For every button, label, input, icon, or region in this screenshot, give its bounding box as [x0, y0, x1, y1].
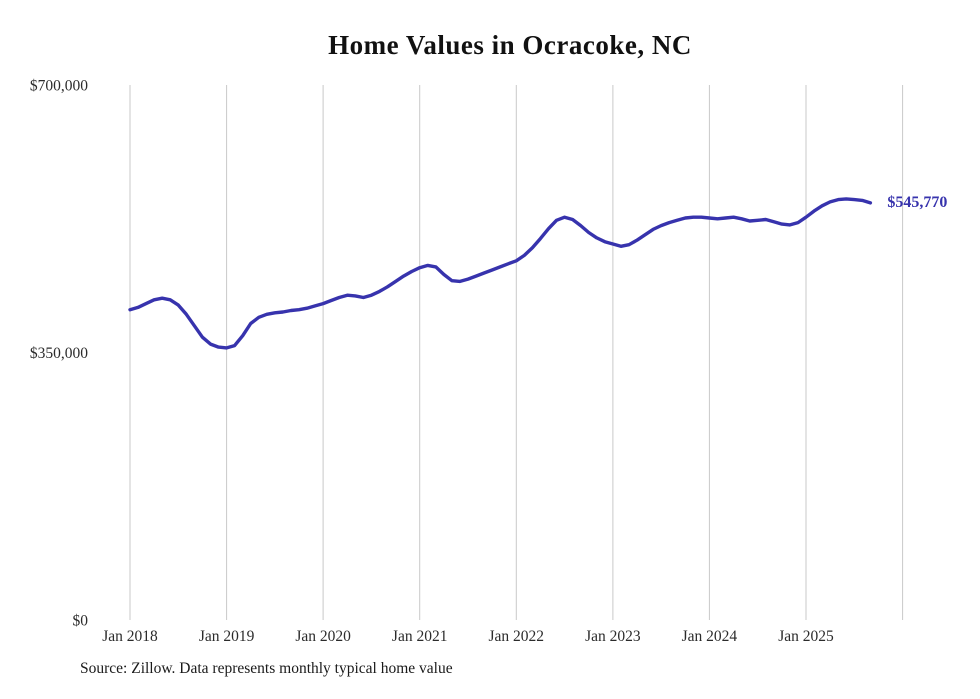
x-axis-tick-label: Jan 2025: [778, 628, 834, 645]
y-axis-tick-label: $700,000: [30, 78, 88, 95]
x-axis-tick-label: Jan 2024: [682, 628, 738, 645]
home-value-line: [128, 197, 873, 350]
y-axis-tick-label: $0: [73, 613, 89, 630]
x-axis-tick-label: Jan 2022: [489, 628, 545, 645]
x-axis-tick-label: Jan 2023: [585, 628, 641, 645]
end-value-label: $545,770: [887, 193, 948, 211]
x-axis-tick-label: Jan 2018: [102, 628, 158, 645]
x-axis-tick-label: Jan 2020: [295, 628, 351, 645]
chart-title: Home Values in Ocracoke, NC: [328, 30, 692, 60]
y-axis-tick-label: $350,000: [30, 345, 88, 362]
source-note: Source: Zillow. Data represents monthly …: [80, 660, 453, 677]
x-axis-tick-label: Jan 2021: [392, 628, 448, 645]
x-axis-tick-label: Jan 2019: [199, 628, 255, 645]
